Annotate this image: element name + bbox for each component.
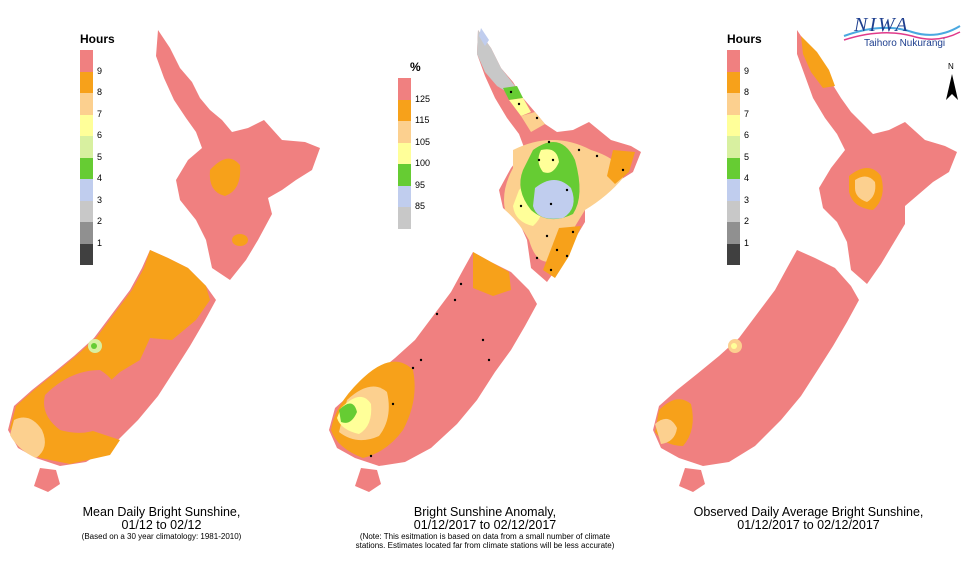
legend-swatch xyxy=(727,50,740,72)
niwa-logo: NIWA Taihoro Nukurangi xyxy=(842,14,962,54)
legend-swatch xyxy=(398,142,411,164)
legend-swatch xyxy=(398,164,411,186)
caption-line-2: 01/12 to 02/12 xyxy=(121,518,202,532)
legend-swatch xyxy=(80,71,93,93)
legend-tick-label: 7 xyxy=(97,108,103,119)
legend-tick-label: 6 xyxy=(97,130,103,140)
legend-tick-label: 105 xyxy=(415,136,431,147)
legend-swatch xyxy=(727,157,740,179)
caption: Bright Sunshine Anomaly, 01/12/2017 to 0… xyxy=(323,505,647,551)
legend-tick-label: 4 xyxy=(744,173,750,183)
legend-tick-label: 2 xyxy=(744,216,750,226)
sunshine-anomaly-panel: % 125 115 105 100 95 85 Bright Sunshine Anoma… xyxy=(323,0,647,572)
legend-swatch xyxy=(80,179,93,201)
legend-tick-label: 3 xyxy=(97,194,103,205)
legend-swatch xyxy=(727,136,740,158)
legend-swatch xyxy=(80,93,93,115)
legend-tick-label: 9 xyxy=(744,65,750,76)
legend-tick-label: 100 xyxy=(415,158,431,168)
legend-tick-label: 8 xyxy=(744,87,750,97)
legend-tick-label: 9 xyxy=(97,65,103,76)
legend-tick-label: 7 xyxy=(744,108,750,119)
legend-title: Hours xyxy=(727,32,762,46)
caption-line-1: Bright Sunshine Anomaly, xyxy=(413,505,557,519)
nz-anomaly-map xyxy=(329,28,641,492)
legend-percent: % 125 115 105 100 95 85 xyxy=(398,60,458,240)
nz-mean-sunshine-map xyxy=(8,30,320,492)
legend-hours: Hours 9 8 7 6 5 4 3 2 1 xyxy=(80,32,140,272)
caption-line-1: Observed Daily Average Bright Sunshine, xyxy=(693,505,924,519)
legend-swatch xyxy=(727,114,740,136)
legend-title: Hours xyxy=(80,32,115,46)
legend-swatch xyxy=(398,121,411,143)
legend-tick-label: 5 xyxy=(744,151,750,162)
legend-swatch xyxy=(80,50,93,72)
north-arrow: N xyxy=(944,62,960,102)
legend-tick-label: 85 xyxy=(415,201,426,211)
legend-swatch xyxy=(80,200,93,222)
caption-note-1: (Note: This esitmation is based on data … xyxy=(359,532,611,541)
legend-tick-label: 2 xyxy=(97,216,103,226)
legend-swatch xyxy=(398,207,411,229)
logo-subtitle: Taihoro Nukurangi xyxy=(864,38,946,49)
caption-note-2: stations. Estimates located far from cli… xyxy=(355,541,615,550)
legend-swatch xyxy=(727,222,740,244)
north-arrow-icon xyxy=(946,74,958,100)
legend-swatch xyxy=(80,243,93,265)
north-label: N xyxy=(948,62,954,71)
legend-tick-label: 8 xyxy=(97,87,103,97)
legend-swatch xyxy=(398,99,411,121)
legend-swatch xyxy=(727,179,740,201)
legend-tick-label: 125 xyxy=(415,93,431,104)
observed-sunshine-panel: Hours 9 8 7 6 5 4 3 2 1 Observed Daily Average B… xyxy=(647,0,970,572)
legend-swatch xyxy=(80,114,93,136)
caption-note: (Based on a 30 year climatology: 1981-20… xyxy=(81,532,242,541)
legend-tick-label: 1 xyxy=(744,237,750,248)
legend-swatch xyxy=(398,185,411,207)
legend-tick-label: 3 xyxy=(744,194,750,205)
legend-swatch xyxy=(727,71,740,93)
caption-line-2: 01/12/2017 to 02/12/2017 xyxy=(737,518,880,532)
logo-swoosh xyxy=(843,25,961,41)
logo-name: NIWA xyxy=(854,14,910,36)
legend-tick-label: 95 xyxy=(415,179,426,190)
legend-swatch xyxy=(80,222,93,244)
legend-title: % xyxy=(410,60,421,74)
legend-swatch xyxy=(727,243,740,265)
mean-sunshine-panel: Hours 9 8 7 6 5 4 3 2 1 Mean Daily Bright Sunshi… xyxy=(0,0,323,572)
legend-tick-label: 4 xyxy=(97,173,103,183)
legend-swatch xyxy=(80,157,93,179)
nz-observed-sunshine-map xyxy=(653,30,957,492)
caption: Mean Daily Bright Sunshine, 01/12 to 02/… xyxy=(0,505,323,542)
caption: Observed Daily Average Bright Sunshine, … xyxy=(647,506,970,532)
legend-tick-label: 115 xyxy=(415,115,430,125)
legend-tick-label: 6 xyxy=(744,130,750,140)
caption-line-2: 01/12/2017 to 02/12/2017 xyxy=(413,518,557,532)
legend-hours: Hours 9 8 7 6 5 4 3 2 1 xyxy=(727,32,787,272)
station-dots xyxy=(369,90,625,458)
legend-swatch xyxy=(727,93,740,115)
legend-swatch xyxy=(398,78,411,100)
legend-swatch xyxy=(727,200,740,222)
legend-tick-label: 5 xyxy=(97,151,103,162)
legend-swatch xyxy=(80,136,93,158)
legend-tick-label: 1 xyxy=(97,237,103,248)
caption-line-1: Mean Daily Bright Sunshine, xyxy=(82,505,241,519)
